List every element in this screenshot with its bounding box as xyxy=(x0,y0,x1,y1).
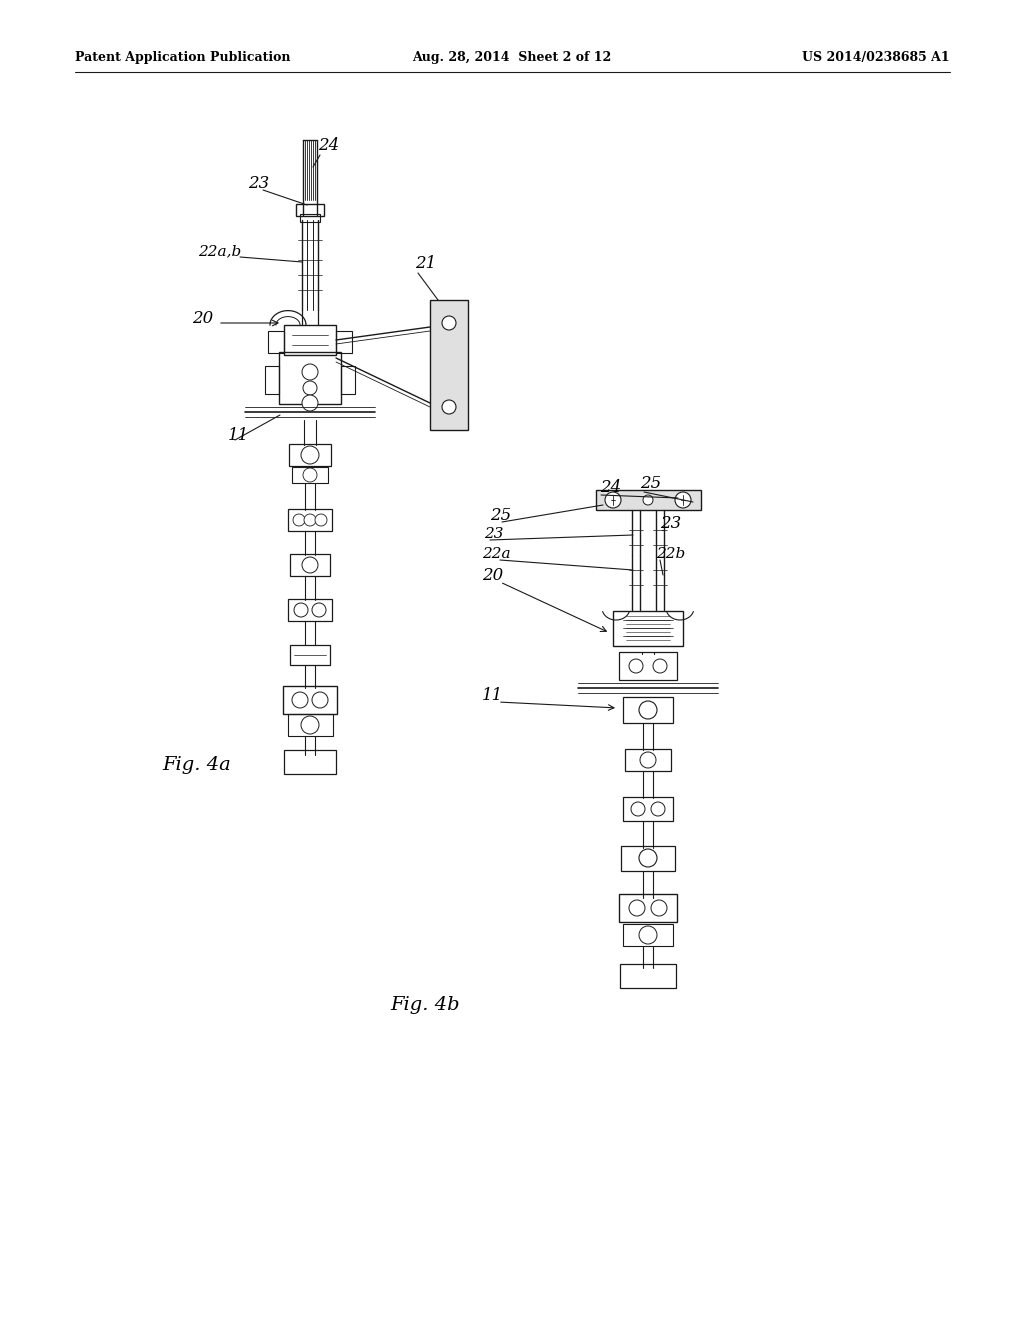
Circle shape xyxy=(303,381,317,395)
Text: Fig. 4a: Fig. 4a xyxy=(162,756,230,774)
Circle shape xyxy=(302,395,318,411)
Text: 23: 23 xyxy=(660,515,681,532)
Circle shape xyxy=(303,469,317,482)
Text: 23: 23 xyxy=(248,176,269,191)
Circle shape xyxy=(442,400,456,414)
Bar xyxy=(292,467,328,483)
Text: 25: 25 xyxy=(640,475,662,492)
Text: 22b: 22b xyxy=(656,546,685,561)
Text: Fig. 4b: Fig. 4b xyxy=(390,997,460,1014)
Text: 24: 24 xyxy=(318,137,339,154)
Bar xyxy=(284,750,336,774)
Circle shape xyxy=(294,603,308,616)
Circle shape xyxy=(639,849,657,867)
Bar xyxy=(284,325,336,355)
Bar xyxy=(625,748,671,771)
Text: Patent Application Publication: Patent Application Publication xyxy=(75,51,291,65)
Circle shape xyxy=(302,364,318,380)
Circle shape xyxy=(301,715,319,734)
Bar xyxy=(596,490,700,510)
Circle shape xyxy=(640,752,656,768)
Circle shape xyxy=(639,701,657,719)
Text: 11: 11 xyxy=(228,426,249,444)
Circle shape xyxy=(639,927,657,944)
Bar xyxy=(290,554,330,576)
Bar xyxy=(618,652,677,680)
Bar xyxy=(296,205,324,216)
Bar xyxy=(283,686,337,714)
Circle shape xyxy=(631,803,645,816)
Circle shape xyxy=(302,557,318,573)
Bar xyxy=(623,697,673,723)
Bar xyxy=(289,444,331,466)
Text: 22a,b: 22a,b xyxy=(198,244,242,257)
Bar xyxy=(288,510,332,531)
Bar xyxy=(613,610,683,645)
Text: 20: 20 xyxy=(193,310,213,327)
Circle shape xyxy=(315,513,327,525)
Bar xyxy=(430,300,468,430)
Text: US 2014/0238685 A1: US 2014/0238685 A1 xyxy=(803,51,950,65)
Circle shape xyxy=(643,495,653,506)
Text: 23: 23 xyxy=(484,527,504,541)
Bar xyxy=(279,352,341,404)
Circle shape xyxy=(605,492,621,508)
Bar xyxy=(621,846,675,870)
Circle shape xyxy=(312,603,326,616)
Text: 25: 25 xyxy=(490,507,511,524)
Text: 24: 24 xyxy=(600,479,622,496)
Circle shape xyxy=(301,446,319,465)
Circle shape xyxy=(442,315,456,330)
Circle shape xyxy=(675,492,691,508)
Circle shape xyxy=(629,900,645,916)
Bar xyxy=(268,331,284,352)
Circle shape xyxy=(292,692,308,708)
Bar xyxy=(620,964,676,987)
Circle shape xyxy=(312,692,328,708)
Text: 22a: 22a xyxy=(482,546,511,561)
Bar xyxy=(288,599,332,620)
Circle shape xyxy=(293,513,305,525)
Circle shape xyxy=(653,659,667,673)
Text: 11: 11 xyxy=(482,686,503,704)
Bar xyxy=(265,366,279,393)
Bar xyxy=(623,924,673,946)
Bar xyxy=(341,366,355,393)
Bar xyxy=(336,331,352,352)
Circle shape xyxy=(629,659,643,673)
Text: 20: 20 xyxy=(482,568,503,583)
Text: Aug. 28, 2014  Sheet 2 of 12: Aug. 28, 2014 Sheet 2 of 12 xyxy=(413,51,611,65)
Circle shape xyxy=(304,513,316,525)
Bar xyxy=(288,714,333,737)
Bar xyxy=(618,894,677,921)
Circle shape xyxy=(651,803,665,816)
Circle shape xyxy=(651,900,667,916)
Text: 21: 21 xyxy=(415,255,436,272)
Bar xyxy=(290,645,330,665)
Bar xyxy=(623,797,673,821)
Bar xyxy=(300,214,319,222)
